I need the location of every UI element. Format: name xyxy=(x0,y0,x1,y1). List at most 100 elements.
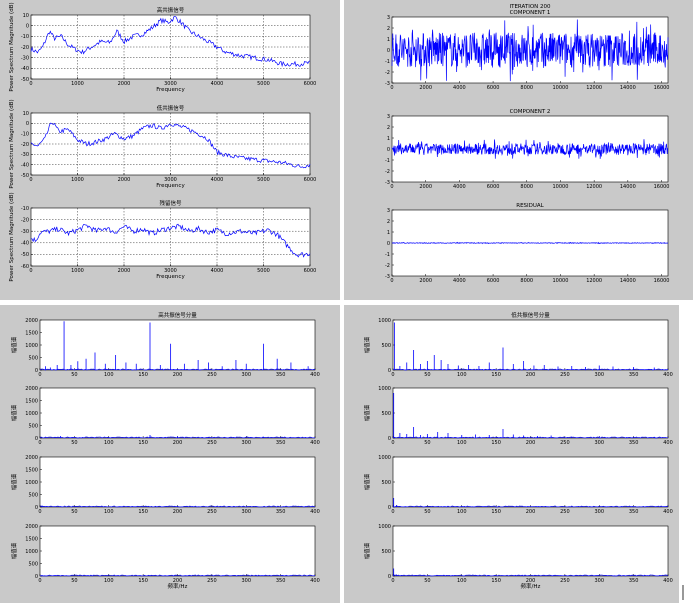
y-tick-label: -50 xyxy=(21,77,29,83)
x-tick-label: 12000 xyxy=(586,184,602,190)
chart-12: 1000 500 00 50 100 150 200 250 300 350 400 幅值谱 xyxy=(363,386,673,446)
x-tick-label: 150 xyxy=(138,440,148,446)
x-tick-label: 350 xyxy=(276,509,286,515)
x-tick-label: 4000 xyxy=(211,268,224,274)
chart-title: RESIDUAL xyxy=(516,203,544,209)
x-tick-label: 0 xyxy=(38,372,41,378)
x-tick-label: 300 xyxy=(241,578,251,584)
y-tick-label: -10 xyxy=(21,206,29,212)
spectrum-baseline xyxy=(39,505,316,508)
x-tick-label: 400 xyxy=(310,440,320,446)
y-tick-label: -2 xyxy=(385,263,390,269)
x-tick-label: 0 xyxy=(391,578,394,584)
y-tick-label: 1000 xyxy=(378,524,391,530)
x-tick-label: 4000 xyxy=(211,177,224,183)
x-axis-label: 频率/Hz xyxy=(168,582,188,590)
chart-title: 高共振信号 xyxy=(157,6,185,14)
y-tick-label: 0 xyxy=(388,368,391,374)
y-axis-label: 幅值谱 xyxy=(10,542,18,559)
x-tick-label: 400 xyxy=(663,509,673,515)
y-tick-label: 0 xyxy=(26,121,29,127)
x-tick-label: 14000 xyxy=(620,278,636,284)
y-tick-label: 0 xyxy=(388,574,391,580)
chart-13: 1000 500 00 50 100 150 200 250 300 350 400 幅值谱 xyxy=(363,455,673,515)
chart-title: 低共振信号 xyxy=(157,104,185,112)
y-axis-label: 幅值谱 xyxy=(363,473,371,490)
charts: 100-10-20-30-40-500 1000 2000 3000 4000 5000 6… xyxy=(9,2,673,590)
x-tick-label: 2000 xyxy=(118,81,131,87)
y-tick-label: -40 xyxy=(21,66,29,72)
x-tick-label: 16000 xyxy=(654,278,670,284)
y-tick-label: 1000 xyxy=(25,480,38,486)
chart-2: 100-10-20-30-40-500 1000 2000 3000 4000 5000 6… xyxy=(9,99,316,189)
x-tick-label: 6000 xyxy=(487,278,500,284)
chart-11: 1000 500 00 50 100 150 200 250 300 350 400 低共振信号分量幅… xyxy=(363,311,673,378)
y-tick-label: 500 xyxy=(28,492,38,498)
y-tick-label: 3 xyxy=(387,208,390,214)
chart-14: 1000 500 00 50 100 150 200 250 300 350 400 频率/Hz 幅值谱 xyxy=(363,524,673,590)
y-tick-label: 500 xyxy=(28,355,38,361)
y-tick-label: 500 xyxy=(381,549,391,555)
x-tick-label: 350 xyxy=(629,440,639,446)
y-tick-label: 10 xyxy=(23,13,29,19)
x-tick-label: 350 xyxy=(276,440,286,446)
x-tick-label: 400 xyxy=(663,440,673,446)
x-tick-label: 0 xyxy=(391,372,394,378)
x-tick-label: 3000 xyxy=(164,177,177,183)
x-tick-label: 100 xyxy=(104,372,114,378)
axes-frame xyxy=(39,456,316,508)
x-tick-label: 14000 xyxy=(620,184,636,190)
y-tick-label: -1 xyxy=(385,158,390,164)
y-tick-label: 0 xyxy=(26,23,29,29)
y-tick-label: 0 xyxy=(35,574,38,580)
axes-frame xyxy=(392,456,669,508)
x-tick-label: 50 xyxy=(71,578,77,584)
x-tick-label: 150 xyxy=(491,509,501,515)
x-tick-label: 100 xyxy=(104,578,114,584)
y-tick-label: 2 xyxy=(387,26,390,32)
axes-frame xyxy=(39,525,316,577)
chart-3: -10 -20 -30 -40 -50 -600 1000 2000 3000 4000 5000 6… xyxy=(9,192,316,281)
x-tick-label: 350 xyxy=(276,372,286,378)
y-tick-label: -2 xyxy=(385,70,390,76)
chart-title: ITERATION 200 xyxy=(509,4,551,10)
y-tick-label: 1000 xyxy=(378,455,391,461)
x-tick-label: 16000 xyxy=(654,85,670,91)
x-tick-label: 6000 xyxy=(304,177,317,183)
y-tick-label: -20 xyxy=(21,217,29,223)
x-tick-label: 200 xyxy=(526,578,536,584)
x-tick-label: 2000 xyxy=(419,85,432,91)
y-tick-label: -50 xyxy=(21,252,29,258)
x-tick-label: 300 xyxy=(241,509,251,515)
x-tick-label: 6000 xyxy=(487,85,500,91)
x-tick-label: 0 xyxy=(29,268,32,274)
y-axis-label: Power Spectrum Magnitude (dB) xyxy=(9,2,15,91)
y-tick-label: 1500 xyxy=(25,467,38,473)
y-tick-label: 500 xyxy=(381,343,391,349)
axes-frame xyxy=(392,525,669,577)
chart-7: 2000 1500 1000 500 00 50 100 150 200 250 300 350 400… xyxy=(10,311,320,378)
y-tick-label: -20 xyxy=(21,45,29,51)
spectrum-baseline xyxy=(392,505,669,508)
signal-line xyxy=(391,139,669,159)
y-tick-label: 2 xyxy=(387,125,390,131)
x-tick-label: 250 xyxy=(560,578,570,584)
x-tick-label: 3000 xyxy=(164,268,177,274)
x-tick-label: 0 xyxy=(38,578,41,584)
chart-8: 2000 1500 1000 500 00 50 100 150 200 250 300 350 400… xyxy=(10,386,320,446)
x-tick-label: 50 xyxy=(71,372,77,378)
x-axis-label: Frequency xyxy=(156,87,185,93)
x-tick-label: 300 xyxy=(594,509,604,515)
x-tick-label: 5000 xyxy=(257,81,270,87)
spectrum-baseline xyxy=(392,436,669,439)
y-tick-label: 2000 xyxy=(25,524,38,530)
x-tick-label: 100 xyxy=(457,440,467,446)
x-tick-label: 50 xyxy=(71,440,77,446)
x-tick-label: 350 xyxy=(629,509,639,515)
x-tick-label: 5000 xyxy=(257,268,270,274)
x-tick-label: 400 xyxy=(310,509,320,515)
y-tick-label: -40 xyxy=(21,241,29,247)
y-tick-label: -50 xyxy=(21,173,29,179)
x-tick-label: 6000 xyxy=(304,81,317,87)
y-tick-label: 2 xyxy=(387,219,390,225)
